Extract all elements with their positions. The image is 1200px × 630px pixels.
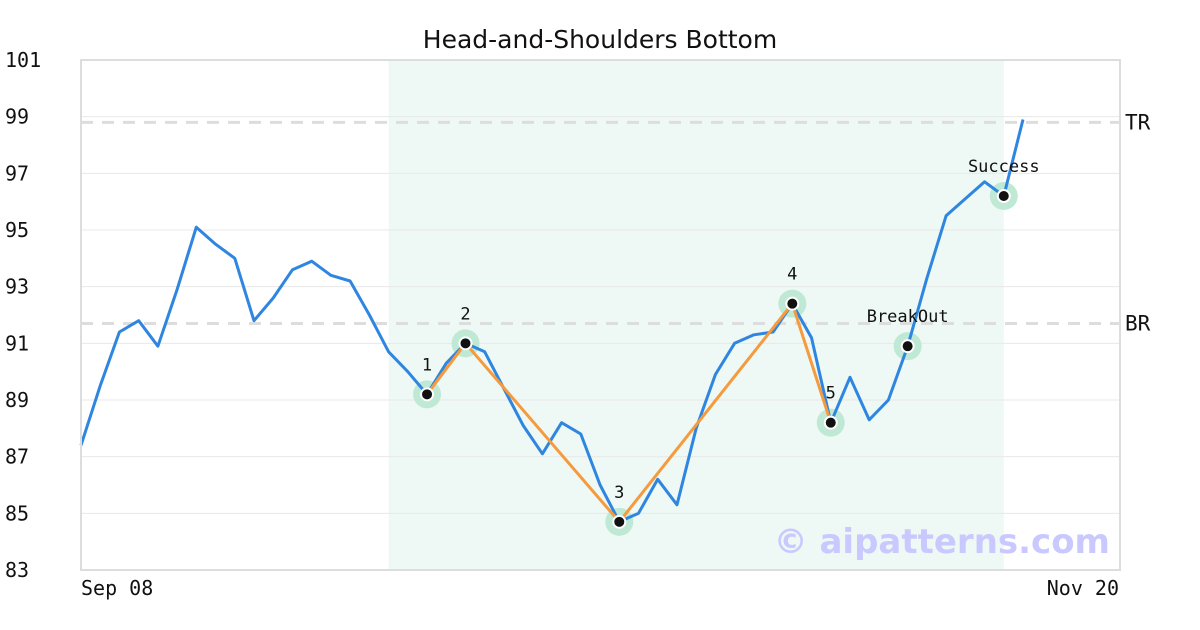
x-axis-tick-labels: Sep 08 Nov 20 (81, 576, 1119, 600)
pattern-point-label: 1 (422, 355, 432, 375)
x-tick-label: Sep 08 (81, 576, 153, 600)
y-tick-label: 97 (5, 161, 29, 185)
price-line (79, 119, 1025, 524)
marker-point (823, 415, 838, 430)
y-tick-label: 85 (5, 501, 29, 525)
gridlines (81, 59, 1120, 571)
watermark: © aipatterns.com (774, 522, 1110, 562)
y-axis-tick-labels: 83 85 87 89 91 93 95 97 99 101 (5, 48, 41, 582)
y-tick-label: 89 (5, 388, 29, 412)
x-tick-label: Nov 20 (1047, 576, 1119, 600)
pattern-point-label: 2 (460, 304, 470, 324)
y-tick-label: 93 (5, 275, 29, 299)
pattern-point-label: 4 (787, 265, 797, 285)
y-tick-label: 99 (5, 105, 29, 129)
marker-points (420, 189, 1011, 529)
pattern-point-label: 3 (614, 483, 624, 503)
chart-title: Head-and-Shoulders Bottom (423, 25, 777, 54)
event-label: BreakOut (867, 307, 949, 327)
marker-point (785, 296, 800, 311)
y-tick-label: 83 (5, 558, 29, 582)
marker-point (612, 514, 627, 529)
plot-frame (80, 59, 1121, 571)
marker-point (900, 339, 915, 354)
level-label: TR (1125, 110, 1151, 134)
y-tick-label: 101 (5, 48, 41, 72)
y-tick-label: 95 (5, 218, 29, 242)
marker-point (420, 387, 435, 402)
event-label: Success (968, 157, 1040, 177)
annotation-labels: 1 2 3 4 5 BreakOut Success (422, 157, 1040, 503)
pattern-region (388, 60, 1004, 570)
level-lines: TR BR (81, 110, 1151, 336)
price-series (79, 119, 1025, 524)
y-tick-label: 87 (5, 445, 29, 469)
pattern-point-label: 5 (826, 384, 836, 404)
marker-point (996, 189, 1011, 203)
y-tick-label: 91 (5, 331, 29, 355)
pattern-highlight-layer (388, 60, 1004, 570)
level-label: BR (1125, 312, 1151, 336)
marker-point (458, 336, 473, 351)
